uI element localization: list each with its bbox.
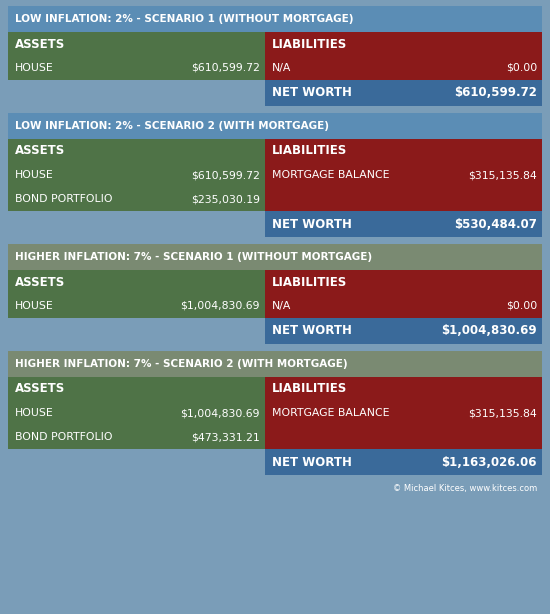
Bar bbox=[265, 139, 542, 163]
Text: MORTGAGE BALANCE: MORTGAGE BALANCE bbox=[272, 170, 389, 180]
Text: NET WORTH: NET WORTH bbox=[272, 217, 352, 230]
Text: LIABILITIES: LIABILITIES bbox=[272, 276, 347, 289]
Text: $530,484.07: $530,484.07 bbox=[454, 217, 537, 230]
Bar bbox=[8, 6, 542, 32]
Bar bbox=[8, 401, 265, 425]
Bar bbox=[8, 113, 542, 139]
Text: $1,004,830.69: $1,004,830.69 bbox=[180, 408, 260, 418]
Text: $0.00: $0.00 bbox=[506, 301, 537, 311]
Text: $1,004,830.69: $1,004,830.69 bbox=[441, 325, 537, 338]
Text: N/A: N/A bbox=[272, 301, 292, 311]
Text: NET WORTH: NET WORTH bbox=[272, 87, 352, 99]
Text: $610,599.72: $610,599.72 bbox=[191, 170, 260, 180]
Text: LIABILITIES: LIABILITIES bbox=[272, 383, 347, 395]
Bar bbox=[8, 425, 265, 449]
Bar bbox=[265, 187, 542, 211]
Text: ASSETS: ASSETS bbox=[15, 144, 65, 158]
Bar bbox=[8, 270, 265, 294]
Text: NET WORTH: NET WORTH bbox=[272, 325, 352, 338]
Text: HOUSE: HOUSE bbox=[15, 170, 54, 180]
Text: $315,135.84: $315,135.84 bbox=[468, 170, 537, 180]
Text: NET WORTH: NET WORTH bbox=[272, 456, 352, 468]
Bar bbox=[265, 449, 542, 475]
Text: $1,004,830.69: $1,004,830.69 bbox=[180, 301, 260, 311]
Text: $473,331.21: $473,331.21 bbox=[191, 432, 260, 442]
Bar bbox=[8, 351, 542, 377]
Bar bbox=[265, 318, 542, 344]
Text: HIGHER INFLATION: 7% - SCENARIO 1 (WITHOUT MORTGAGE): HIGHER INFLATION: 7% - SCENARIO 1 (WITHO… bbox=[15, 252, 372, 262]
Text: $1,163,026.06: $1,163,026.06 bbox=[442, 456, 537, 468]
Bar bbox=[265, 425, 542, 449]
Text: HIGHER INFLATION: 7% - SCENARIO 2 (WITH MORTGAGE): HIGHER INFLATION: 7% - SCENARIO 2 (WITH … bbox=[15, 359, 348, 369]
Text: ASSETS: ASSETS bbox=[15, 276, 65, 289]
Bar bbox=[265, 377, 542, 401]
Bar bbox=[265, 163, 542, 187]
Bar bbox=[265, 401, 542, 425]
Text: ASSETS: ASSETS bbox=[15, 383, 65, 395]
Text: BOND PORTFOLIO: BOND PORTFOLIO bbox=[15, 194, 113, 204]
Text: ASSETS: ASSETS bbox=[15, 37, 65, 50]
Text: LIABILITIES: LIABILITIES bbox=[272, 144, 347, 158]
Text: HOUSE: HOUSE bbox=[15, 301, 54, 311]
Bar bbox=[265, 211, 542, 237]
Text: LOW INFLATION: 2% - SCENARIO 2 (WITH MORTGAGE): LOW INFLATION: 2% - SCENARIO 2 (WITH MOR… bbox=[15, 121, 329, 131]
Text: © Michael Kitces, www.kitces.com: © Michael Kitces, www.kitces.com bbox=[393, 484, 537, 494]
Text: BOND PORTFOLIO: BOND PORTFOLIO bbox=[15, 432, 113, 442]
Bar bbox=[265, 32, 542, 56]
Text: HOUSE: HOUSE bbox=[15, 408, 54, 418]
Bar bbox=[8, 244, 542, 270]
Bar bbox=[8, 187, 265, 211]
Bar bbox=[265, 294, 542, 318]
Text: MORTGAGE BALANCE: MORTGAGE BALANCE bbox=[272, 408, 389, 418]
Bar bbox=[8, 377, 265, 401]
Bar bbox=[265, 56, 542, 80]
Bar bbox=[8, 32, 265, 56]
Text: LIABILITIES: LIABILITIES bbox=[272, 37, 347, 50]
Text: $610,599.72: $610,599.72 bbox=[454, 87, 537, 99]
Text: N/A: N/A bbox=[272, 63, 292, 73]
Text: LOW INFLATION: 2% - SCENARIO 1 (WITHOUT MORTGAGE): LOW INFLATION: 2% - SCENARIO 1 (WITHOUT … bbox=[15, 14, 354, 24]
Bar bbox=[8, 139, 265, 163]
Bar bbox=[8, 294, 265, 318]
Text: $315,135.84: $315,135.84 bbox=[468, 408, 537, 418]
Bar bbox=[8, 56, 265, 80]
Bar bbox=[8, 163, 265, 187]
Text: $610,599.72: $610,599.72 bbox=[191, 63, 260, 73]
Bar bbox=[265, 80, 542, 106]
Text: $235,030.19: $235,030.19 bbox=[191, 194, 260, 204]
Text: $0.00: $0.00 bbox=[506, 63, 537, 73]
Text: HOUSE: HOUSE bbox=[15, 63, 54, 73]
Bar bbox=[265, 270, 542, 294]
